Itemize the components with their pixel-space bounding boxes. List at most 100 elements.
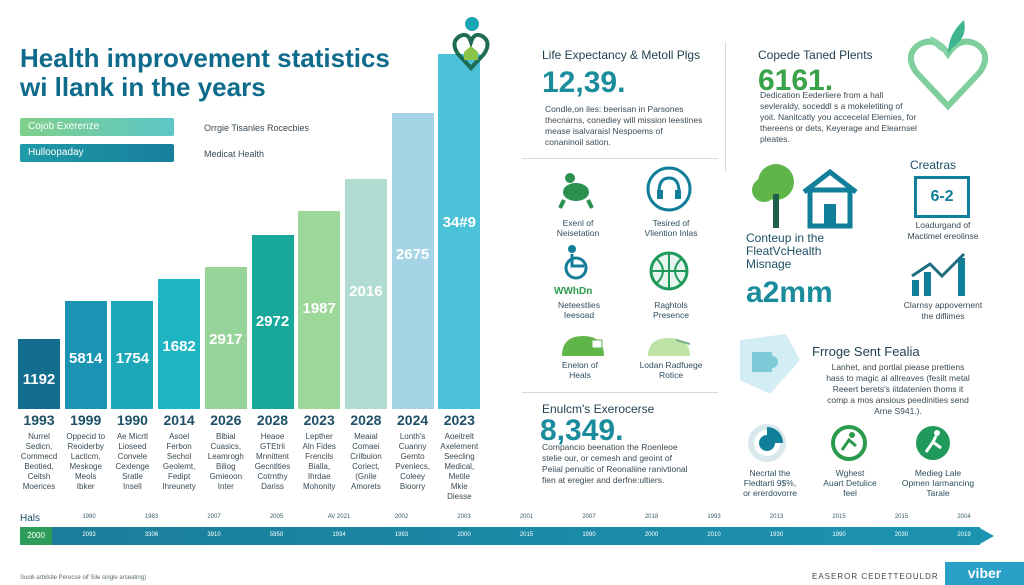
icon-caption-2: Tesired of Vliention Inlas	[630, 218, 712, 238]
corporate-text: Dedication Eederliere from a hall sevler…	[760, 90, 936, 145]
legend-swatch-1: Cojob Exerenze	[20, 118, 174, 136]
exercise-line-2: stelie our, or cemesh and geoint of	[542, 453, 672, 463]
description-line: Gecntlties	[254, 462, 291, 471]
icon-caption-1: Exenl of Neisetation	[540, 218, 616, 238]
description-line: Mohonity	[302, 482, 336, 491]
description-line: Pvenlecs,	[395, 462, 430, 471]
category-label: 2026	[210, 412, 242, 428]
description-line: Insell	[123, 482, 142, 491]
title-line-2: wi llank in the years	[20, 72, 266, 102]
legend-text-2: Medicat Health	[204, 149, 265, 159]
icon-caption-4: Raghtols Presence	[630, 300, 712, 320]
timeline-year: 1980	[82, 514, 96, 520]
timeline-year: 2018	[644, 514, 659, 520]
timeline-points: 1980 2093 1983 3306 2007 3910 2005 5950 AV 2021 1…	[52, 514, 992, 544]
creatras-chart-line-2: the diflimes	[921, 311, 965, 321]
description-line: Reoiderby	[67, 442, 104, 451]
growth-chart-icon	[911, 252, 966, 296]
description-line: Diesse	[447, 492, 472, 501]
frogs-line-5: Arne S941.).	[874, 406, 922, 416]
category-label: 2014	[163, 412, 195, 428]
icon-caption-1-line2: Neisetation	[556, 228, 600, 238]
description-line: Commecd	[20, 452, 58, 461]
footer-credit: EASEROR CEDETTEOULDR	[812, 572, 939, 581]
wheelchair-icon	[564, 245, 588, 280]
ring-caption-1-line3: or ererdovorre	[743, 488, 797, 498]
life-line-4: conaninoil sation.	[545, 137, 611, 147]
corporate-line-2: sevleraldy, soceddl s a mokeletiting of	[760, 101, 903, 111]
dome-icon	[562, 336, 604, 356]
timeline-value: 2015	[519, 532, 534, 538]
icon-caption-3-line2: Ieesoad	[563, 310, 595, 320]
description-line: Cexlenge	[115, 462, 150, 471]
ring-caption-2-line2: Auart Detulice	[823, 478, 877, 488]
bar-value-label: 1192	[22, 370, 56, 388]
icon-caption-3-line1: Neteestlies	[557, 300, 601, 310]
bar-2028-5: 2972	[251, 235, 294, 409]
description-line: Bioorry	[399, 482, 426, 491]
legend-label-1: Cojob Exerenze	[28, 121, 100, 132]
frogs-line-4: comp a mos ansious peedinities send	[827, 395, 969, 405]
category-description: Asoel Ferbon Sechol Geolemt, Fedipt Ihreunety	[154, 432, 204, 492]
description-line: Coriect,	[352, 462, 380, 471]
icon-caption-5-line1: Enelon of	[562, 360, 598, 370]
life-line-3: mease isalvaraisl Nespoems of	[545, 126, 663, 136]
ring-caption-2-line3: feel	[843, 488, 857, 498]
community-line-2: FleatVcHealth	[746, 244, 822, 258]
panel-divider-vertical	[725, 42, 726, 172]
icon-caption-5-line2: Heals	[569, 370, 591, 380]
footer-note: Suoili arbilstie Perecse oif Sile single…	[20, 575, 147, 581]
timeline-year: 2015	[832, 514, 846, 520]
icon-caption-5: Enelon of Heals	[540, 360, 620, 380]
life-expectancy-text: Condle,on iles: beerisan in Parsones the…	[545, 104, 721, 148]
description-line: Frencils	[305, 452, 334, 461]
timeline-year: 2013	[769, 514, 784, 520]
description-line: Moerices	[22, 482, 56, 491]
description-line: Ferbon	[166, 442, 192, 451]
ring-caption-3-line3: Tarale	[926, 488, 950, 498]
timeline-track: 2000	[20, 527, 980, 545]
description-line: Oppecid to	[66, 432, 106, 441]
description-line: Biliog	[216, 462, 236, 471]
description-line: Mnnittent	[256, 452, 289, 461]
category-description: Heaoe GTEtrii Mnnittent Gecntlties Cotrnthy D…	[248, 432, 298, 492]
walker-ring-icon	[916, 426, 950, 460]
icon-word: WWhDn	[554, 286, 593, 297]
corporate-line-3: yoit. Nanitcatly you accecelal Elemies, …	[760, 112, 917, 122]
bar-1990-2: 1754	[111, 301, 154, 409]
timeline-value: 1930	[769, 532, 784, 538]
ring-caption-2-line1: Wghest	[835, 468, 865, 478]
category-labels: 1993 Nurrel Sedicn, Commecd Beotied, Ceitsh Mo…	[18, 412, 508, 502]
description-line: Meaial	[354, 432, 378, 441]
community-text: Conteup in the FleatVcHealth Misnage	[746, 232, 824, 271]
description-line: Ihrdae	[307, 472, 331, 481]
description-line: Cuasics,	[210, 442, 242, 451]
description-line: Dariss	[261, 482, 284, 491]
icon-caption-6-line1: Lodan Radfuege	[639, 360, 703, 370]
description-line: Seecling	[443, 452, 475, 461]
description-line: Nurrel	[28, 432, 50, 441]
description-line: Ae Micrtl	[116, 432, 148, 441]
pie-ring-icon	[748, 424, 786, 462]
bar-value-label: 2675	[395, 246, 430, 264]
bar-value-label: 1987	[302, 300, 336, 318]
creatras-chart-line-1: Clarnsy appovernent	[903, 300, 983, 310]
timeline-value: 2000	[644, 532, 659, 538]
brand-logo[interactable]: viber	[945, 562, 1024, 585]
half-dome-icon	[648, 338, 691, 356]
icon-caption-2-line2: Vliention Inlas	[644, 228, 698, 238]
bar-value-label: 34#9	[442, 213, 476, 231]
ring-caption-1-line2: Fledtarti 9$%,	[743, 478, 797, 488]
description-line: Leamrogh	[207, 452, 244, 461]
description-line: Convele	[117, 452, 148, 461]
turtle-icon	[558, 173, 594, 209]
category-label: 2028	[256, 412, 289, 428]
timeline-start-label: Hals	[20, 513, 41, 524]
life-expectancy-number: 12,39.	[542, 66, 626, 99]
icon-caption-3: Neteestlies Ieesoad	[540, 300, 618, 320]
creatras-title: Creatras	[910, 158, 957, 172]
category-description: Oppecid to Reoiderby Lacticm, Meskoge Meols I…	[61, 432, 111, 492]
category-label: 2024	[397, 412, 429, 428]
description-line: Aln Fides	[302, 442, 336, 451]
runner-ring-icon	[831, 425, 867, 461]
